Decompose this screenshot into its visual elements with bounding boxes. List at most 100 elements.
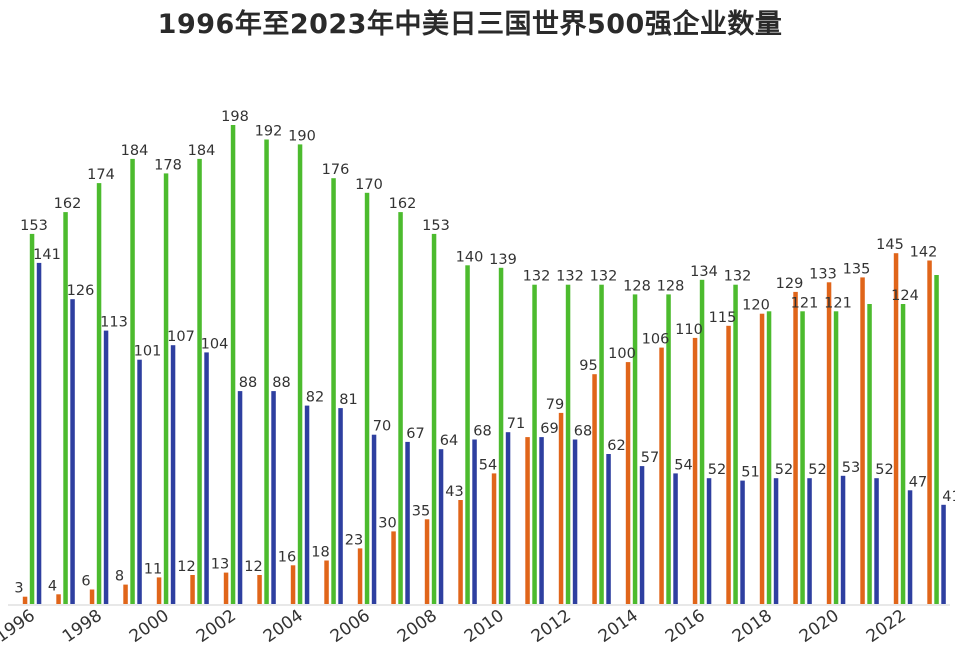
data-label-中国-2016: 110 — [675, 322, 703, 338]
bar-日本-2008 — [438, 449, 444, 604]
bar-日本-2023 — [941, 504, 946, 604]
x-tick-label-1998: 1998 — [59, 606, 106, 647]
x-tick-label-2006: 2006 — [327, 606, 374, 647]
bar-中国-2017 — [726, 325, 731, 604]
bar-中国-2001 — [190, 575, 195, 604]
data-label-中国-2021: 135 — [843, 261, 871, 277]
bar-美国-2006 — [364, 192, 370, 605]
bar-美国-2016 — [699, 279, 705, 604]
data-label-美国-2017: 132 — [724, 269, 752, 285]
bar-美国-2019 — [800, 311, 805, 604]
data-label-日本-2012: 68 — [574, 424, 592, 440]
bar-日本-2012 — [572, 439, 578, 604]
data-label-美国-2015: 128 — [657, 278, 685, 294]
data-label-日本-2003: 88 — [272, 375, 290, 391]
data-label-美国-2014: 128 — [623, 278, 651, 294]
data-label-美国-2011: 132 — [523, 269, 551, 285]
bar-中国-1997 — [56, 594, 61, 604]
bar-中国-2023 — [927, 260, 932, 604]
bar-美国-2000 — [163, 173, 169, 604]
data-label-日本-2010: 71 — [507, 416, 525, 432]
bar-日本-1999 — [137, 359, 142, 604]
data-label-日本-2022: 47 — [909, 474, 927, 490]
bar-美国-1996 — [29, 233, 35, 604]
bar-中国-2012 — [558, 412, 564, 604]
chart-title: 1996年至2023年中美日三国世界500强企业数量 — [157, 9, 783, 40]
bar-美国-2004 — [297, 144, 303, 604]
bar-中国-2020 — [826, 282, 832, 604]
data-label-日本-2011: 69 — [540, 421, 558, 437]
bar-中国-2019 — [793, 291, 798, 604]
data-label-中国-2006: 23 — [345, 532, 363, 548]
bar-美国-2014 — [632, 294, 638, 604]
bar-中国-2009 — [458, 500, 463, 604]
data-label-美国-2008: 153 — [422, 218, 450, 234]
bar-中国-2007 — [391, 531, 396, 604]
data-label-中国-2004: 16 — [278, 549, 296, 565]
data-label-日本-2023: 41 — [942, 489, 955, 505]
data-label-中国-2017: 115 — [709, 310, 737, 326]
data-label-中国-1999: 8 — [115, 569, 124, 585]
bar-中国-2000 — [156, 577, 162, 604]
data-label-日本-2009: 68 — [473, 424, 491, 440]
data-label-日本-2008: 64 — [440, 433, 458, 449]
data-label-美国-2019: 121 — [791, 295, 819, 311]
bar-美国-2005 — [331, 178, 336, 604]
bar-中国-2016 — [692, 337, 698, 604]
data-label-中国-1998: 6 — [81, 574, 90, 590]
bar-日本-2005 — [338, 408, 343, 604]
data-label-美国-2003: 192 — [255, 124, 283, 140]
data-label-日本-2015: 54 — [674, 457, 692, 473]
bar-中国-1998 — [89, 589, 95, 604]
bar-中国-2005 — [324, 560, 329, 604]
bar-日本-2000 — [170, 345, 176, 604]
x-tick-label-2010: 2010 — [461, 606, 508, 647]
data-label-美国-2010: 139 — [489, 252, 517, 268]
data-label-美国-2022: 124 — [891, 288, 919, 304]
bar-中国-2013 — [592, 374, 597, 604]
bar-日本-2022 — [907, 490, 913, 604]
bar-美国-2018 — [766, 311, 772, 604]
x-tick-label-2008: 2008 — [394, 606, 441, 647]
data-label-美国-2005: 176 — [322, 162, 350, 178]
bar-日本-2011 — [539, 437, 544, 604]
bar-日本-2014 — [639, 466, 645, 604]
bar-日本-2010 — [505, 432, 511, 604]
bar-美国-2011 — [532, 284, 537, 604]
bar-日本-2001 — [204, 352, 209, 604]
data-label-美国-2002: 198 — [221, 109, 249, 125]
data-label-美国-2007: 162 — [389, 196, 417, 212]
data-label-日本-2013: 62 — [607, 438, 625, 454]
bar-中国-2011 — [525, 437, 530, 604]
data-label-美国-2000: 178 — [154, 157, 182, 173]
bar-中国-2003 — [257, 575, 262, 604]
data-label-中国-2010: 54 — [479, 457, 497, 473]
bar-美国-2023 — [934, 275, 939, 604]
data-label-日本-2006: 70 — [373, 419, 391, 435]
data-label-中国-2001: 12 — [177, 559, 195, 575]
data-label-中国-2012: 79 — [546, 397, 564, 413]
data-label-日本-2014: 57 — [641, 450, 659, 466]
data-label-中国-2018: 120 — [742, 298, 770, 314]
data-label-日本-2005: 81 — [339, 392, 357, 408]
data-label-日本-2001: 104 — [201, 336, 229, 352]
bar-美国-1998 — [96, 183, 102, 604]
x-tick-label-2014: 2014 — [595, 606, 642, 647]
data-label-日本-2016: 52 — [708, 462, 726, 478]
data-label-日本-2017: 51 — [741, 465, 759, 481]
bar-美国-2007 — [398, 212, 403, 604]
bar-日本-2009 — [472, 439, 477, 604]
data-label-美国-2004: 190 — [288, 128, 316, 144]
data-label-美国-2012: 132 — [556, 269, 584, 285]
bar-中国-2010 — [491, 473, 497, 604]
bar-中国-2022 — [893, 253, 899, 604]
data-label-中国-1997: 4 — [48, 578, 57, 594]
data-label-中国-2002: 13 — [211, 557, 229, 573]
data-label-中国-2019: 129 — [776, 276, 804, 292]
bar-日本-1996 — [36, 262, 42, 604]
bar-日本-2003 — [271, 391, 276, 604]
data-label-中国-2014: 100 — [608, 346, 636, 362]
data-label-日本-1999: 101 — [134, 344, 162, 360]
data-label-美国-2001: 184 — [188, 143, 216, 159]
